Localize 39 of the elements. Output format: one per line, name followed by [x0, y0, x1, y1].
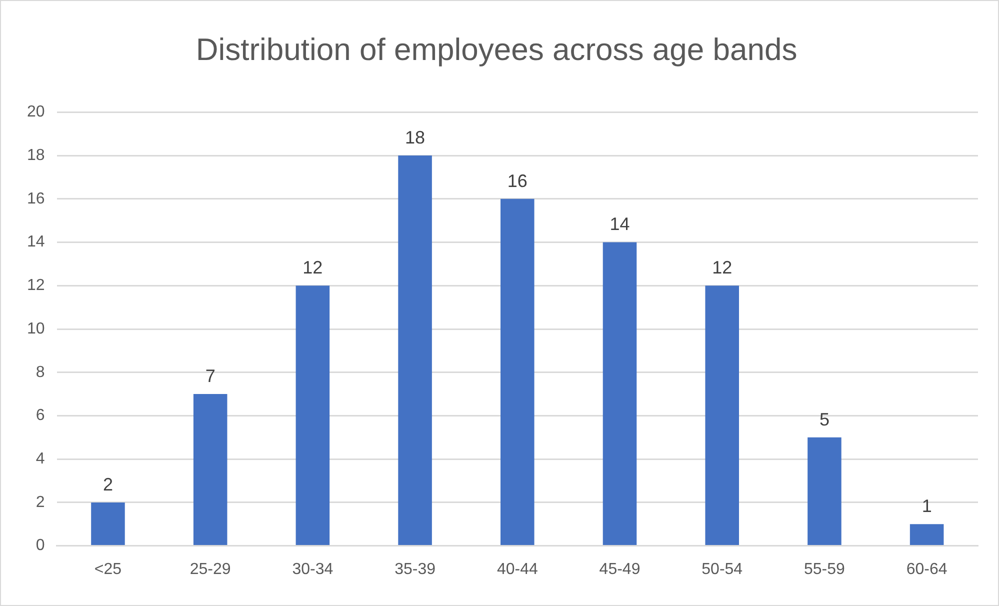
x-tick-label: 25-29: [190, 560, 231, 578]
bar: [500, 198, 534, 546]
y-tick-label: 18: [27, 146, 45, 164]
y-tick-label: 8: [36, 364, 45, 381]
bar: [808, 437, 842, 546]
bar: [602, 242, 637, 546]
y-tick-label: 2: [36, 494, 45, 511]
y-tick-label: 14: [27, 234, 45, 251]
data-label: 16: [507, 170, 528, 191]
x-tick-label: 45-49: [599, 560, 640, 578]
x-tick-label: 30-34: [292, 560, 334, 578]
bar: [705, 286, 739, 546]
chart-title: Distribution of employees across age bands: [196, 32, 798, 68]
data-label: 12: [712, 258, 732, 278]
x-tick-label: <25: [94, 560, 122, 578]
data-label: 18: [405, 128, 426, 148]
y-tick-label: 4: [36, 450, 45, 468]
bar: [91, 502, 125, 546]
y-tick-label: 6: [36, 407, 45, 424]
y-tick-label: 12: [27, 277, 45, 294]
x-tick-label: 35-39: [394, 560, 436, 578]
bar: [910, 524, 944, 546]
bar: [398, 156, 432, 546]
y-tick-label: 10: [27, 320, 45, 338]
data-label: 14: [610, 214, 630, 234]
bar: [296, 286, 330, 546]
bar: [193, 394, 228, 546]
x-tick-label: 60-64: [906, 560, 948, 578]
y-tick-label: 20: [27, 104, 45, 121]
y-tick-label: 0: [36, 537, 45, 554]
data-label: 1: [922, 496, 932, 516]
x-tick-label: 55-59: [804, 560, 846, 578]
data-label: 7: [205, 366, 216, 386]
x-tick-label: 40-44: [496, 560, 538, 578]
x-tick-label: 50-54: [702, 560, 743, 578]
data-label: 12: [302, 258, 323, 278]
data-label: 5: [819, 409, 830, 430]
data-label: 2: [102, 474, 113, 494]
y-tick-label: 16: [27, 190, 45, 208]
